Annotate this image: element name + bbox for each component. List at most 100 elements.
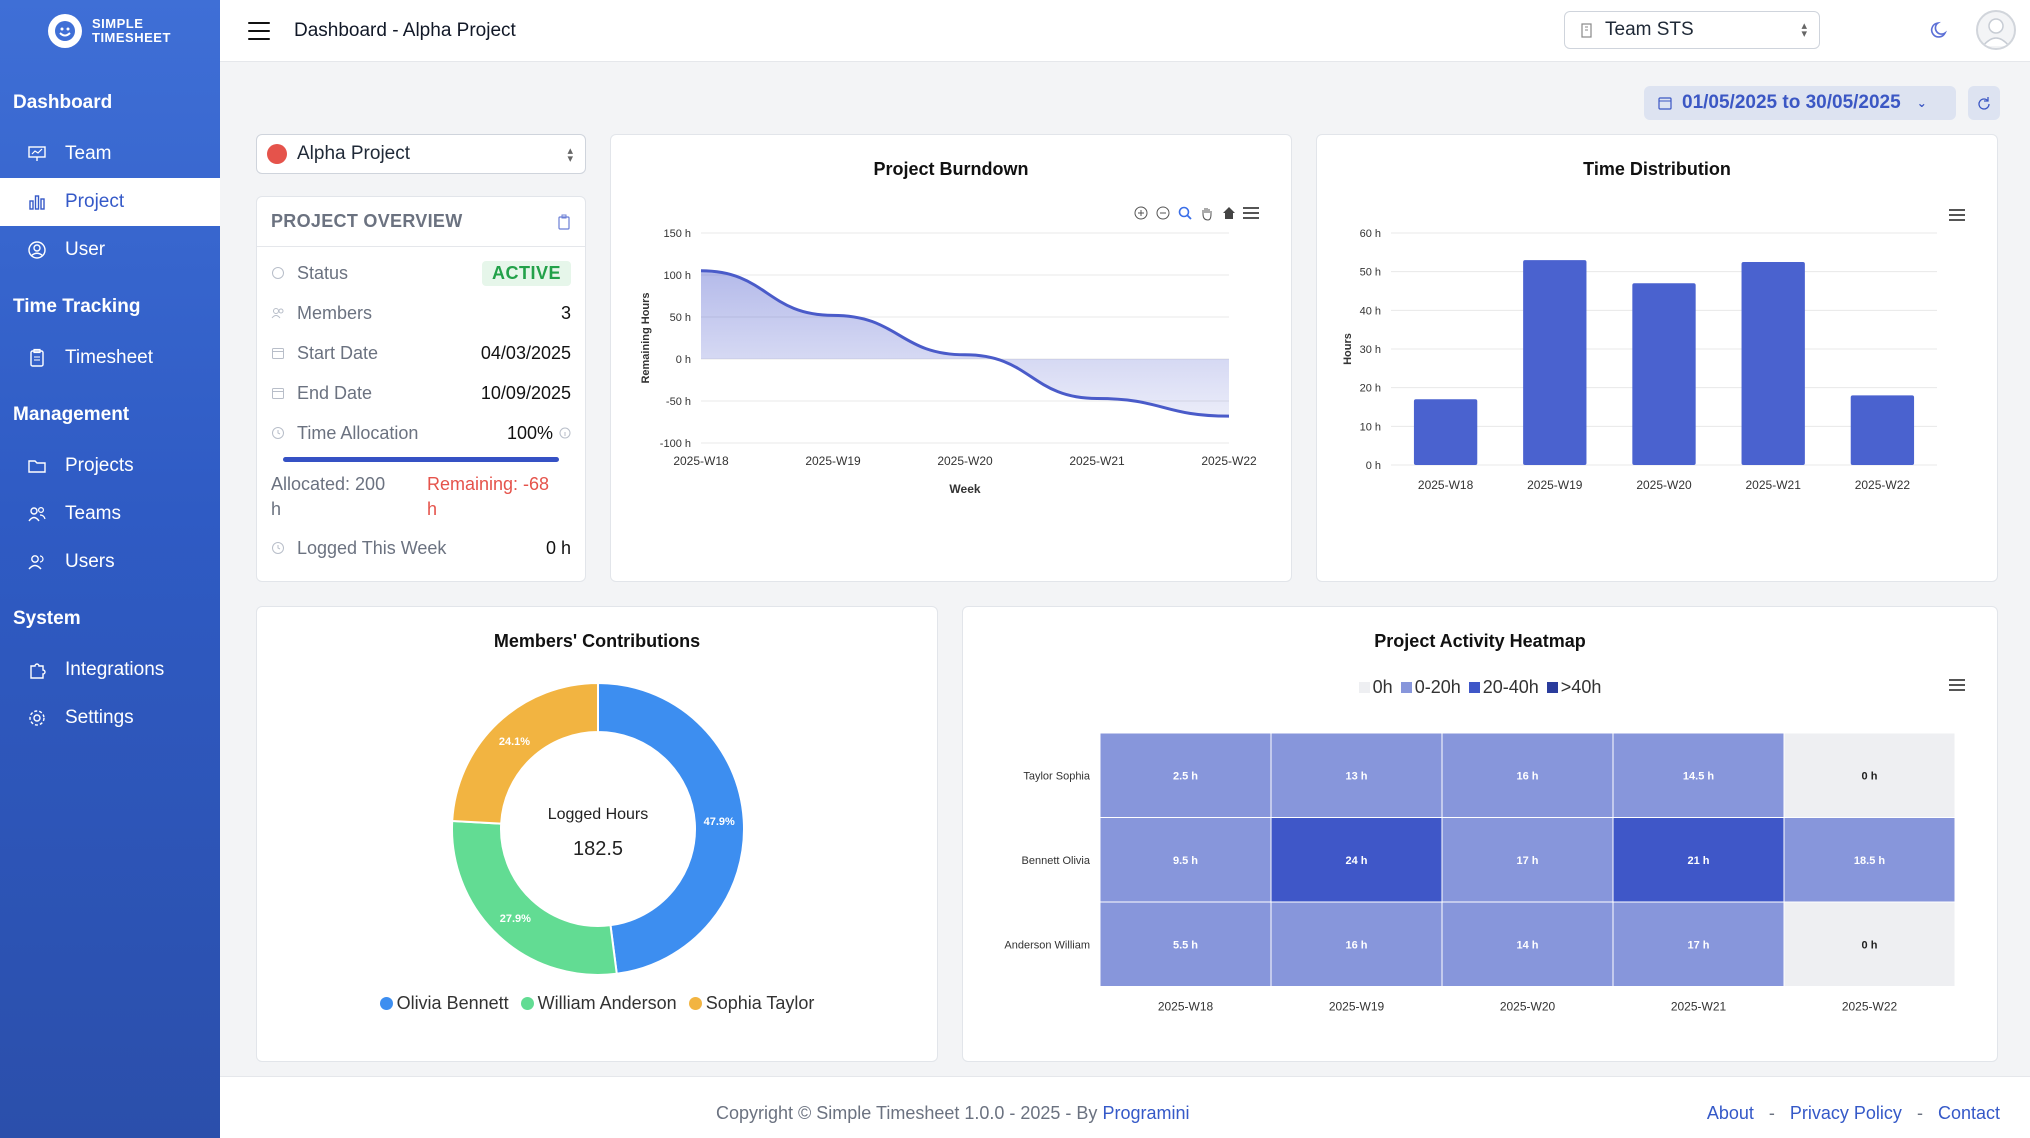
sidebar-item-users[interactable]: Users (0, 538, 220, 586)
time-allocation-row: Time Allocation 100% (257, 413, 585, 453)
sidebar-item-label: Team (65, 143, 112, 164)
donut-slice (597, 681, 745, 975)
building-icon (1581, 23, 1592, 38)
brand-line-1: SIMPLE (92, 16, 144, 31)
heatmap-cell-label: 24 h (1345, 855, 1367, 867)
end-date-row: End Date 10/09/2025 (257, 373, 585, 413)
sidebar-item-label: Teams (65, 503, 121, 524)
y-tick-label: -50 h (666, 396, 691, 408)
sidebar-item-project[interactable]: Project (0, 178, 220, 226)
heatmap-cell (1270, 817, 1443, 903)
heatmap-cell-label: 2.5 h (1173, 770, 1198, 782)
avatar[interactable] (1976, 10, 2016, 50)
activity-heatmap-card: Project Activity Heatmap 0h 0-20h 20-40h >4… (962, 606, 1998, 1062)
heatmap-cell-label: 17 h (1516, 855, 1538, 867)
sidebar-item-settings[interactable]: Settings (0, 694, 220, 742)
bar (1632, 283, 1696, 465)
home-icon[interactable] (1221, 205, 1237, 221)
remaining-text: Remaining: -68 h (427, 474, 550, 519)
burndown-card: Project Burndown 150 h 100 h 50 h 0 h -50 h -… (610, 134, 1292, 582)
heatmap-column-label: 2025-W18 (1158, 1000, 1214, 1014)
calendar-icon (1658, 97, 1672, 110)
heatmap-legend: 0h 0-20h 20-40h >40h (963, 677, 1997, 698)
menu-icon[interactable] (1243, 207, 1259, 219)
pan-hand-icon[interactable] (1199, 205, 1215, 221)
calendar-icon (272, 388, 284, 399)
copyright-text: Copyright © Simple Timesheet 1.0.0 - 202… (716, 1103, 1190, 1123)
legend-item[interactable]: 20-40h (1468, 677, 1539, 697)
heatmap-cell-label: 0 h (1862, 939, 1878, 951)
legend-marker (688, 997, 702, 1010)
legend-item[interactable]: William Anderson (520, 993, 677, 1013)
legend-marker (1468, 682, 1480, 693)
legend-item[interactable]: Olivia Bennett (379, 993, 509, 1013)
team-select[interactable]: Team STS ▴ ▾ (1564, 11, 1820, 49)
slice-label: 27.9% (500, 913, 531, 925)
y-tick-label: 10 h (1360, 421, 1381, 433)
sidebar-item-integrations[interactable]: Integrations (0, 646, 220, 694)
heatmap-cell (1441, 732, 1614, 818)
sidebar-item-user[interactable]: User (0, 226, 220, 274)
date-range-value: 01/05/2025 to 30/05/2025 (1682, 92, 1901, 113)
sidebar-item-projects[interactable]: Projects (0, 442, 220, 490)
heatmap-cell-label: 13 h (1345, 770, 1367, 782)
x-tick-label: 2025-W22 (1855, 478, 1911, 492)
time-distribution-title: Time Distribution (1583, 159, 1731, 179)
folder-icon (28, 460, 46, 473)
bar (1413, 399, 1478, 465)
time-distribution-chart: 60 h 50 h 40 h 30 h 20 h 10 h 0 h Hours 2025-W18… (1342, 228, 1937, 492)
clipboard-icon[interactable] (557, 214, 571, 230)
logged-this-week-label: Logged This Week (297, 537, 447, 558)
heatmap-cell (1099, 817, 1272, 903)
date-range-picker[interactable]: 01/05/2025 to 30/05/2025 ⌄ (1644, 86, 1956, 120)
legend-label: >40h (1560, 677, 1602, 697)
gear-icon (29, 710, 45, 726)
time-allocation-value: 100% (506, 422, 553, 443)
legend-item[interactable]: Sophia Taylor (688, 993, 815, 1013)
start-date-value: 04/03/2025 (480, 342, 571, 363)
legend-marker (1358, 682, 1370, 693)
sidebar-item-team[interactable]: Team (0, 130, 220, 178)
about-link[interactable]: About (1706, 1103, 1754, 1123)
zoom-in-icon[interactable] (1133, 205, 1149, 221)
chart-toolbar (1133, 205, 1259, 221)
author-link[interactable]: Programini (1102, 1103, 1190, 1123)
legend-label: Sophia Taylor (705, 993, 815, 1013)
legend-item[interactable]: >40h (1546, 677, 1602, 697)
menu-icon[interactable] (1949, 679, 1965, 691)
members-contributions-card: Members' Contributions 47.9% 27.9% 24.1% Lo… (256, 606, 938, 1062)
heatmap-cell (1612, 732, 1785, 818)
privacy-policy-link[interactable]: Privacy Policy (1789, 1103, 1902, 1123)
heatmap-cell (1270, 901, 1443, 987)
legend-item[interactable]: 0-20h (1400, 677, 1461, 697)
refresh-button[interactable] (1968, 86, 2000, 120)
sidebar-section-title: Management (13, 404, 130, 425)
brand[interactable]: SIMPLE TIMESHEET (0, 0, 220, 62)
magnifier-icon[interactable] (1177, 205, 1193, 221)
slice-label: 24.1% (499, 736, 530, 748)
burndown-area (701, 270, 1229, 417)
contact-link[interactable]: Contact (1937, 1103, 2000, 1123)
sidebar-item-label: Settings (65, 707, 134, 728)
sidebar-item-timesheet[interactable]: Timesheet (0, 334, 220, 382)
allocation-summary: Allocated: 200 h Remaining: -68 h (257, 462, 585, 522)
burndown-chart: 150 h 100 h 50 h 0 h -50 h -100 h 2025-W18 2025… (640, 228, 1257, 496)
sidebar-item-teams[interactable]: Teams (0, 490, 220, 538)
menu-icon[interactable] (1949, 209, 1965, 221)
hamburger-menu-icon[interactable] (248, 21, 270, 40)
contributions-donut-chart: 47.9% 27.9% 24.1% Logged Hours 182.5 (451, 681, 745, 976)
clock-icon (272, 427, 284, 439)
heatmap-cell-label: 14 h (1516, 939, 1538, 951)
legend-item[interactable]: 0h (1358, 677, 1393, 697)
slice-label: 47.9% (704, 816, 735, 828)
zoom-out-icon[interactable] (1155, 205, 1171, 221)
sidebar-item-label: Projects (65, 455, 134, 476)
legend-label: William Anderson (537, 993, 677, 1013)
info-icon[interactable] (559, 427, 571, 439)
heatmap-cell (1270, 732, 1443, 818)
heatmap-cell-label: 21 h (1687, 855, 1709, 867)
project-select[interactable]: Alpha Project ▴ ▾ (256, 134, 586, 174)
heatmap-cell-label: 17 h (1687, 939, 1709, 951)
moon-icon[interactable] (1928, 18, 1952, 42)
users-icon (28, 506, 46, 522)
